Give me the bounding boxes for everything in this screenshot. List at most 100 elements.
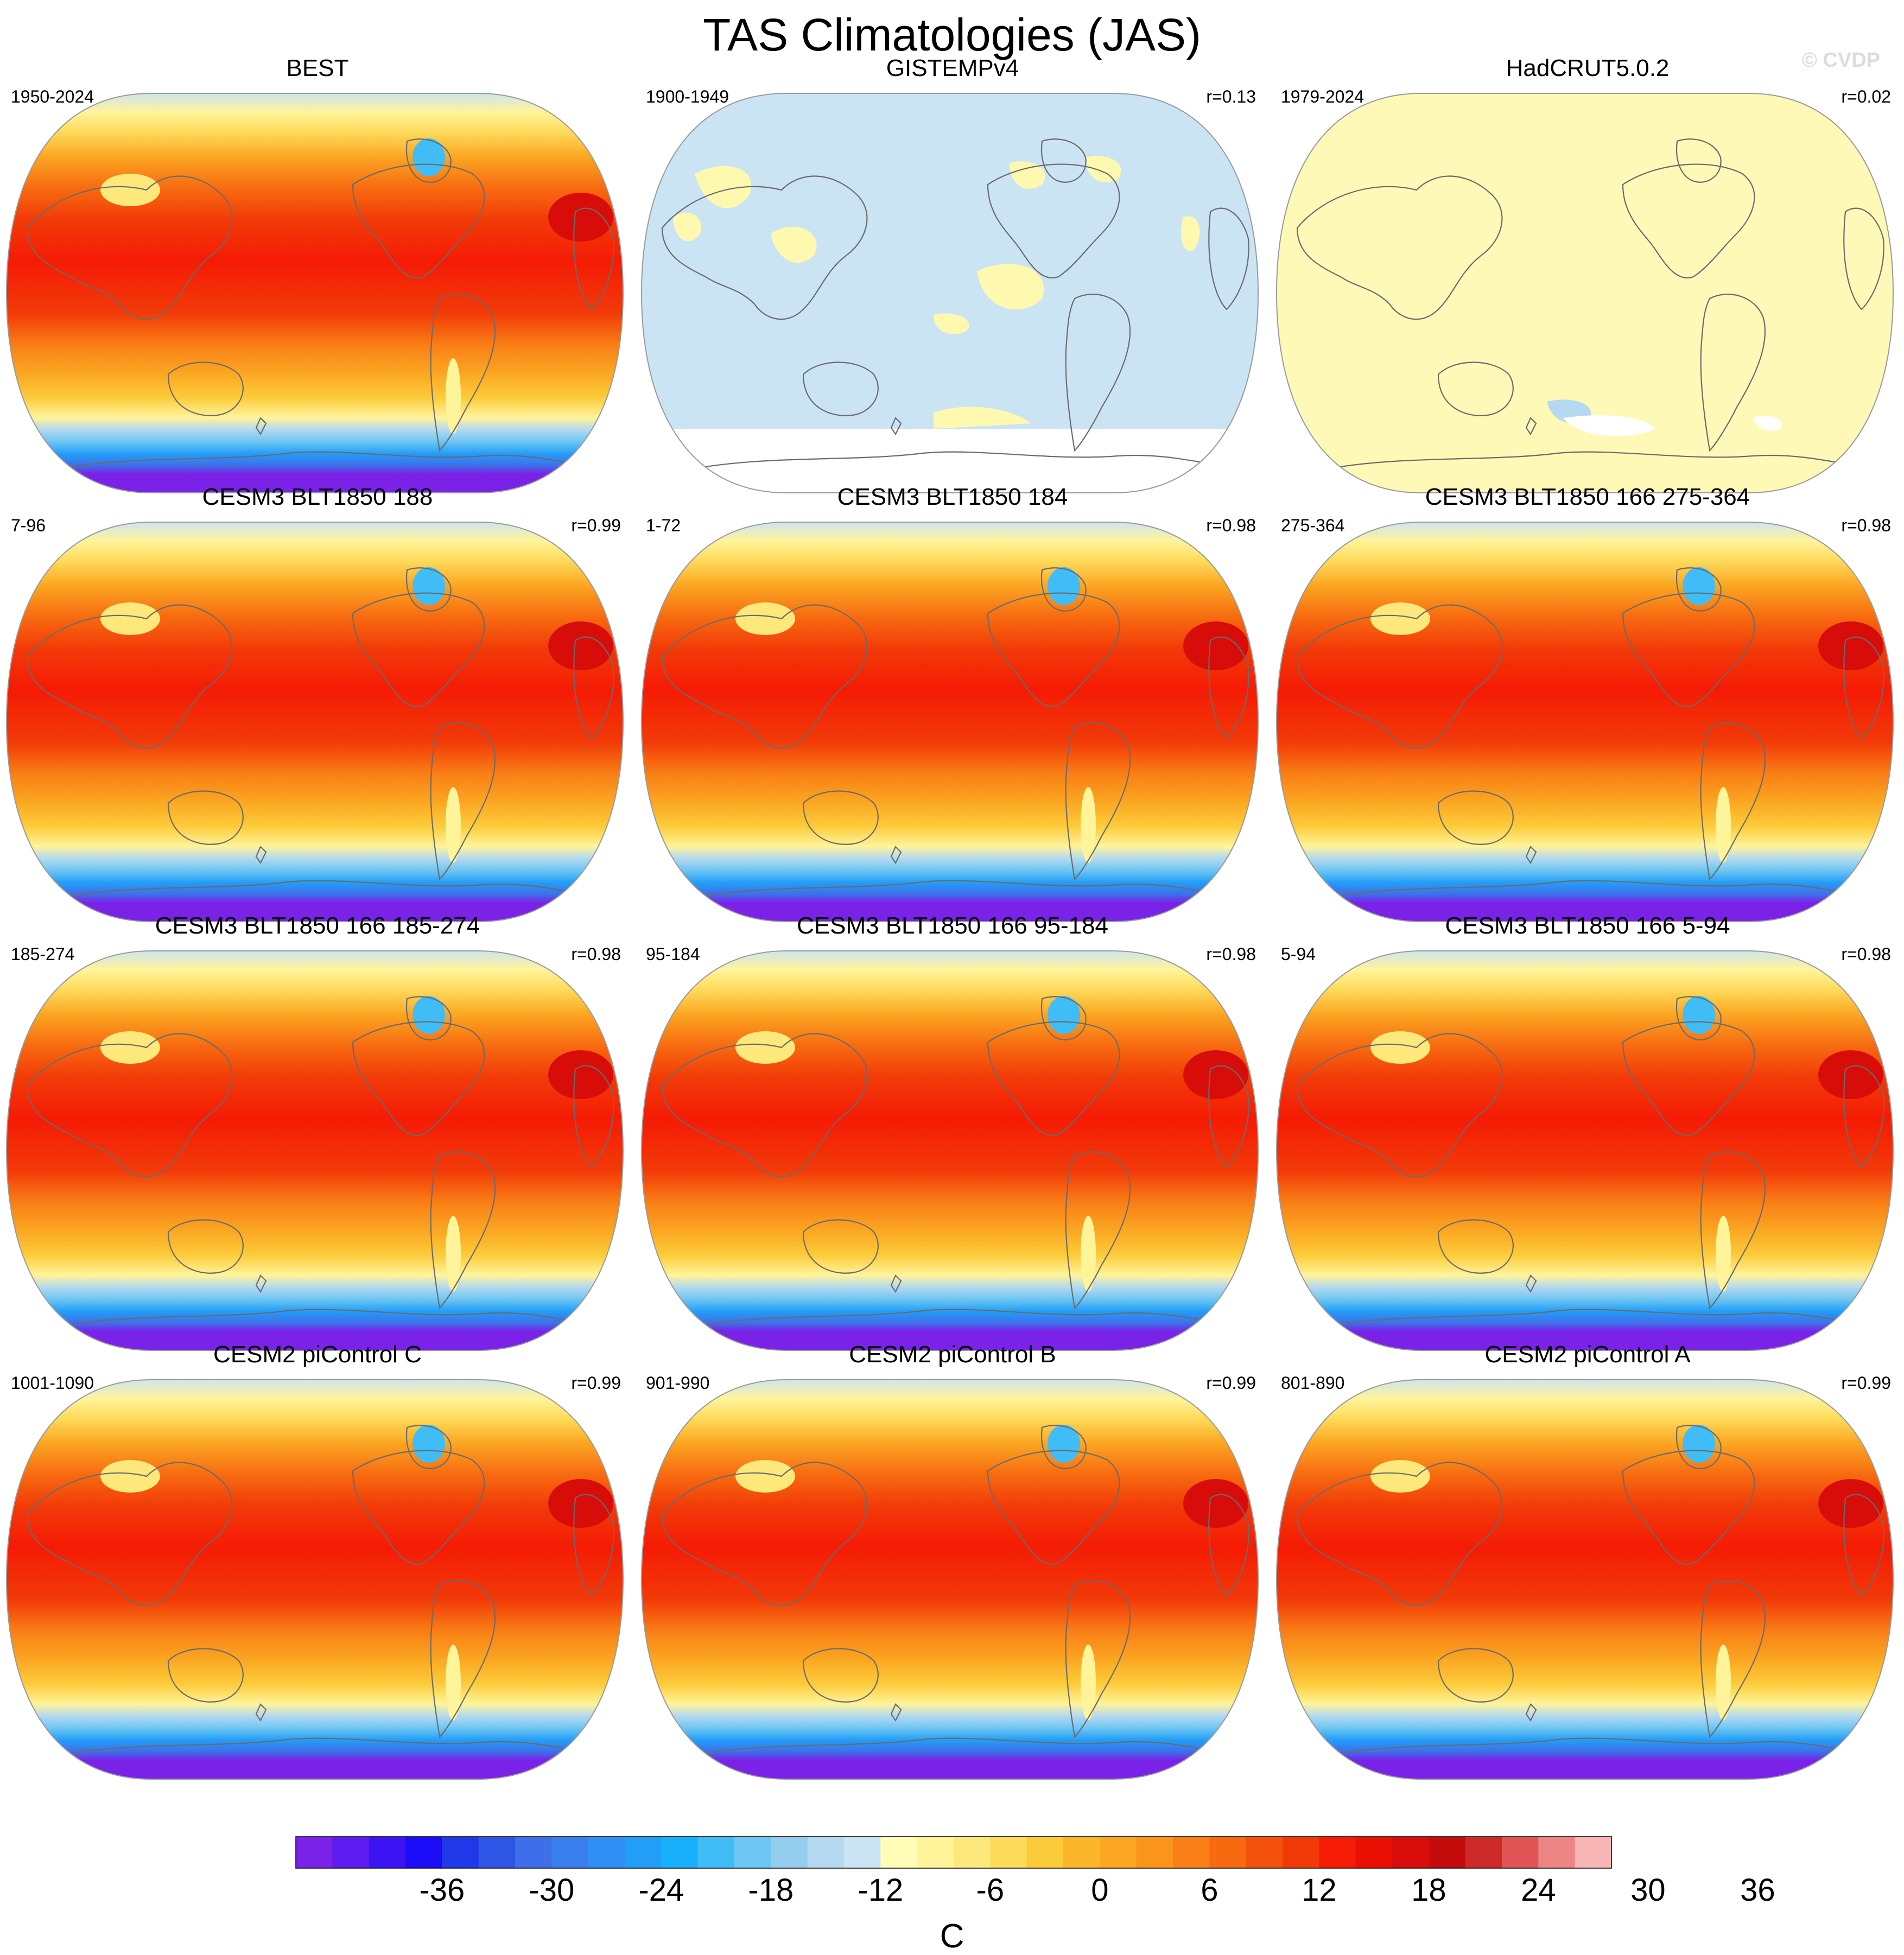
map-panel: GISTEMPv4 1900-1949 r=0.13 bbox=[640, 54, 1265, 493]
map-outline bbox=[1275, 950, 1894, 1351]
colorbar-swatch bbox=[734, 1837, 771, 1868]
coastline bbox=[661, 1033, 868, 1178]
coastline bbox=[167, 1648, 244, 1703]
temperature-field bbox=[642, 1380, 1258, 1779]
panel-period-label: 185-274 bbox=[11, 944, 75, 964]
map-outline bbox=[1275, 1379, 1894, 1780]
colorbar-swatch bbox=[917, 1837, 954, 1868]
map-outline bbox=[5, 522, 624, 922]
coastline bbox=[1525, 1703, 1537, 1722]
coastline bbox=[352, 163, 485, 278]
colorbar-tick-label: 24 bbox=[1521, 1873, 1556, 1908]
panel-correlation-label: r=0.99 bbox=[571, 1373, 621, 1393]
coastline bbox=[26, 1462, 233, 1607]
coastline bbox=[352, 1021, 485, 1136]
coastline bbox=[1622, 163, 1755, 278]
andes-patch bbox=[446, 358, 461, 434]
colorbar-swatch bbox=[1429, 1837, 1466, 1868]
tibet-plateau-patch bbox=[100, 602, 160, 635]
coastline bbox=[1296, 175, 1503, 320]
coastline bbox=[890, 846, 902, 865]
greenland-cold-patch bbox=[1048, 996, 1080, 1034]
sahara-hot-patch bbox=[1183, 621, 1248, 670]
world-map bbox=[1275, 522, 1894, 922]
panel-correlation-label: r=0.13 bbox=[1206, 87, 1256, 106]
colorbar-swatch bbox=[1246, 1837, 1283, 1868]
coastline bbox=[1340, 1737, 1862, 1754]
greenland-cold-patch bbox=[1683, 1425, 1715, 1463]
warm-anomaly-region bbox=[977, 264, 1044, 310]
colorbar-tick-label: 30 bbox=[1630, 1873, 1666, 1908]
sahara-hot-patch bbox=[1818, 1479, 1883, 1528]
andes-patch bbox=[446, 1216, 461, 1292]
andes-patch bbox=[1716, 1645, 1731, 1721]
map-panel: CESM3 BLT1850 166 5-94 5-94 r=0.98 bbox=[1275, 912, 1900, 1351]
panel-title: CESM3 BLT1850 166 185-274 bbox=[155, 912, 480, 939]
map-outline bbox=[5, 950, 624, 1351]
watermark: © CVDP bbox=[1801, 49, 1880, 72]
coastline bbox=[1843, 1494, 1884, 1597]
panel-correlation-label: r=0.98 bbox=[1206, 516, 1256, 535]
warm-anomaly-region bbox=[1010, 161, 1045, 189]
temperature-field bbox=[642, 522, 1258, 922]
coastline bbox=[255, 1703, 267, 1722]
coastline bbox=[1675, 996, 1722, 1040]
coastline bbox=[1065, 294, 1131, 452]
panel-title: CESM3 BLT1850 166 275-364 bbox=[1425, 484, 1750, 510]
world-map bbox=[640, 93, 1259, 493]
coastline bbox=[405, 1425, 452, 1469]
coastline bbox=[802, 1219, 879, 1274]
coastline bbox=[987, 1450, 1120, 1565]
sahara-hot-patch bbox=[1818, 621, 1883, 670]
greenland-cold-patch bbox=[412, 138, 445, 176]
panel-period-label: 901-990 bbox=[646, 1373, 710, 1393]
coastline bbox=[70, 451, 592, 468]
tibet-plateau-patch bbox=[735, 1031, 795, 1064]
colorbar-swatch bbox=[1100, 1837, 1137, 1868]
coastline bbox=[802, 1648, 879, 1703]
colorbar-swatch bbox=[369, 1837, 406, 1868]
coastline bbox=[573, 207, 614, 310]
greenland-cold-patch bbox=[412, 1425, 445, 1463]
colorbar-swatch bbox=[1355, 1837, 1393, 1868]
coastline bbox=[1622, 1021, 1755, 1136]
coastline bbox=[573, 1065, 614, 1168]
missing-data-region bbox=[642, 429, 1258, 493]
coastline bbox=[705, 451, 1227, 468]
map-panel: CESM3 BLT1850 166 95-184 95-184 r=0.98 bbox=[640, 912, 1265, 1351]
map-outline bbox=[5, 1379, 624, 1780]
map-panel: CESM3 BLT1850 166 275-364 275-364 r=0.98 bbox=[1275, 483, 1900, 922]
coastline bbox=[1700, 294, 1766, 452]
tibet-plateau-patch bbox=[1370, 602, 1430, 635]
colorbar-swatch bbox=[515, 1837, 552, 1868]
map-panel: CESM3 BLT1850 166 185-274 185-274 r=0.98 bbox=[5, 912, 630, 1351]
map-outline bbox=[1275, 522, 1894, 922]
colorbar-swatch bbox=[478, 1837, 516, 1868]
coastline bbox=[987, 592, 1120, 707]
world-map bbox=[640, 522, 1259, 922]
coastline bbox=[1622, 592, 1755, 707]
andes-patch bbox=[1081, 787, 1096, 863]
coastline bbox=[1040, 567, 1087, 612]
coastline bbox=[1340, 880, 1862, 897]
coastline bbox=[430, 294, 496, 452]
coastline bbox=[1040, 138, 1087, 183]
temperature-field bbox=[642, 951, 1258, 1350]
colorbar-swatch bbox=[332, 1837, 370, 1868]
map-outline bbox=[5, 93, 624, 493]
world-map bbox=[5, 1379, 624, 1780]
colorbar-tick-label: -12 bbox=[858, 1873, 903, 1908]
coastline bbox=[661, 175, 868, 320]
colorbar-swatch bbox=[1319, 1837, 1356, 1868]
panel-correlation-label: r=0.98 bbox=[1841, 944, 1891, 964]
coastline bbox=[1700, 722, 1766, 881]
colorbar-swatch bbox=[1136, 1837, 1173, 1868]
temperature-field bbox=[7, 93, 623, 493]
coastline bbox=[1437, 1648, 1514, 1703]
panel-period-label: 1-72 bbox=[646, 516, 681, 535]
panel-period-label: 1950-2024 bbox=[11, 87, 94, 106]
colorbar-swatch bbox=[551, 1837, 589, 1868]
greenland-cold-patch bbox=[1048, 567, 1080, 605]
colorbar-frame bbox=[295, 1836, 1612, 1869]
coastline bbox=[1040, 996, 1087, 1040]
